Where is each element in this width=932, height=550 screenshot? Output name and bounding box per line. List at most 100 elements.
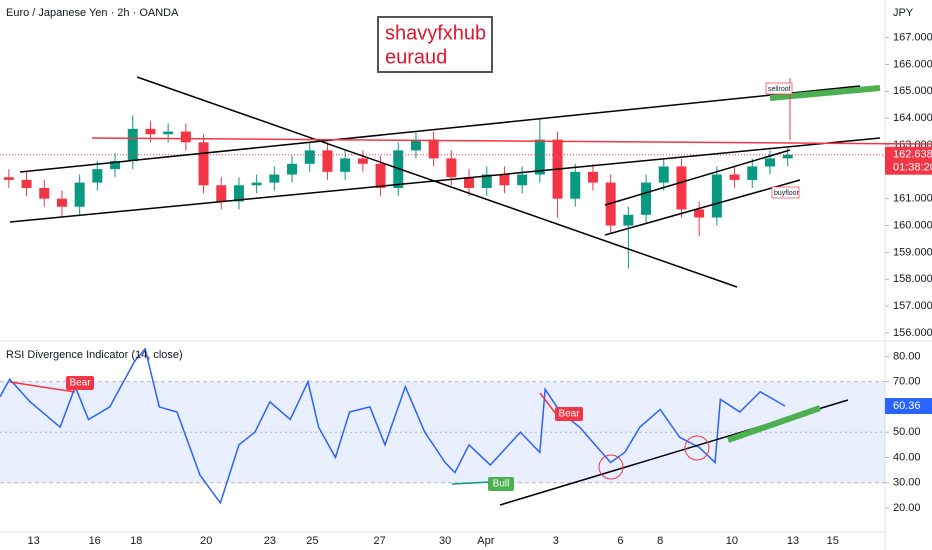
trend-line bbox=[136, 76, 738, 288]
y-tick-label: 164.000 bbox=[893, 112, 932, 124]
y-tick-label: 158.000 bbox=[893, 273, 932, 285]
x-tick-label: 16 bbox=[89, 535, 101, 547]
candle-body bbox=[711, 174, 722, 218]
label-box bbox=[771, 186, 800, 199]
candle-body bbox=[180, 131, 191, 143]
x-tick-label: 20 bbox=[200, 535, 212, 547]
x-tick-label: 6 bbox=[617, 535, 623, 547]
candle-body bbox=[764, 158, 775, 167]
y-tick-label: 166.000 bbox=[893, 58, 932, 70]
currency: JPY bbox=[893, 7, 914, 19]
last-price: 162.638 bbox=[893, 149, 932, 161]
last-price-tag bbox=[885, 146, 932, 175]
watermark: shavyfxhub bbox=[385, 22, 486, 44]
rsi-zone bbox=[727, 405, 821, 443]
candle-body bbox=[3, 177, 14, 180]
candle-body bbox=[499, 174, 510, 186]
candle-body bbox=[163, 131, 174, 135]
y-tick-label: 167.000 bbox=[893, 31, 932, 43]
candle-body bbox=[145, 128, 156, 135]
candle-body bbox=[251, 182, 262, 186]
y-tick-label: 159.000 bbox=[893, 246, 932, 258]
x-tick-label: 25 bbox=[306, 535, 318, 547]
y-tick-label: 70.00 bbox=[893, 376, 921, 388]
drawings: shavyfxhub euraud sellroof buyfloor Euro… bbox=[6, 7, 932, 506]
bear-label: Bear bbox=[558, 409, 580, 420]
candle-body bbox=[110, 161, 121, 170]
y-tick-label: 161.000 bbox=[893, 193, 932, 205]
countdown: 01:38:20 bbox=[893, 162, 932, 174]
candle-body bbox=[92, 169, 103, 183]
candle-body bbox=[375, 163, 386, 188]
candle-body bbox=[747, 166, 758, 180]
x-tick-label: 18 bbox=[130, 535, 142, 547]
x-tick-label: 15 bbox=[827, 535, 839, 547]
x-tick-label: 3 bbox=[553, 535, 559, 547]
candle-body bbox=[570, 171, 581, 199]
candle-body bbox=[287, 163, 298, 175]
candle-body bbox=[481, 174, 492, 188]
candle-body bbox=[676, 166, 687, 210]
label-box bbox=[765, 82, 793, 95]
candle-body bbox=[694, 209, 705, 218]
y-tick-label: 40.00 bbox=[893, 451, 921, 463]
y-tick-label: 156.000 bbox=[893, 327, 932, 339]
resistance-line bbox=[91, 137, 932, 145]
x-tick-label: 13 bbox=[787, 535, 799, 547]
candle-body bbox=[623, 214, 634, 226]
candle-body bbox=[216, 185, 227, 202]
x-tick-label: 23 bbox=[264, 535, 276, 547]
target-zone bbox=[769, 85, 881, 101]
bear-label: Bear bbox=[69, 378, 91, 389]
buy-label: buyfloor bbox=[774, 190, 800, 197]
bear-tag bbox=[555, 407, 583, 421]
rsi-line bbox=[0, 347, 786, 505]
x-tick-label: 10 bbox=[726, 535, 738, 547]
y-tick-label: 165.000 bbox=[893, 85, 932, 97]
candle-body bbox=[21, 179, 32, 188]
candle-body bbox=[464, 177, 475, 188]
rsi-tag bbox=[885, 398, 932, 415]
candle-body bbox=[269, 174, 280, 183]
bear-tag bbox=[66, 376, 94, 390]
candle-body bbox=[446, 158, 457, 178]
rsi-band bbox=[0, 381, 885, 483]
y-tick-label: 50.00 bbox=[893, 426, 921, 438]
y-tick-label: 160.000 bbox=[893, 219, 932, 231]
trend-line bbox=[19, 85, 861, 173]
sell-label: sellroof bbox=[768, 86, 791, 93]
candle-body bbox=[517, 174, 528, 186]
x-tick-label: 27 bbox=[374, 535, 386, 547]
candle-body bbox=[410, 139, 421, 151]
candle-body bbox=[428, 139, 439, 159]
candle-body bbox=[304, 150, 315, 164]
candle-body bbox=[340, 158, 351, 172]
y-tick-label: 157.000 bbox=[893, 300, 932, 312]
x-tick-label: Apr bbox=[477, 535, 494, 547]
channel-line bbox=[604, 179, 801, 236]
channel-line bbox=[604, 149, 791, 206]
candle-body bbox=[658, 166, 669, 183]
y-tick-label: 20.00 bbox=[893, 502, 921, 514]
watermark: euraud bbox=[385, 46, 447, 68]
candle-body bbox=[587, 171, 598, 183]
divergence-line bbox=[9, 381, 76, 393]
candle-body bbox=[56, 198, 67, 207]
bull-tag bbox=[488, 477, 514, 491]
indicator-title: RSI Divergence Indicator (14, close) bbox=[6, 349, 183, 361]
trend-line bbox=[9, 137, 881, 223]
candle-body bbox=[641, 182, 652, 215]
x-tick-label: 8 bbox=[657, 535, 663, 547]
y-tick-label: 30.00 bbox=[893, 477, 921, 489]
candle-body bbox=[534, 139, 545, 175]
candle-body bbox=[729, 174, 740, 180]
watermark-box bbox=[377, 16, 493, 73]
candle-body bbox=[198, 142, 209, 186]
divergence-line bbox=[539, 392, 557, 415]
highlight-circle bbox=[598, 454, 624, 480]
x-tick-label: 30 bbox=[439, 535, 451, 547]
candle-body bbox=[322, 150, 333, 172]
candle-body bbox=[39, 187, 50, 199]
symbol-title: Euro / Japanese Yen · 2h · OANDA bbox=[6, 7, 179, 19]
